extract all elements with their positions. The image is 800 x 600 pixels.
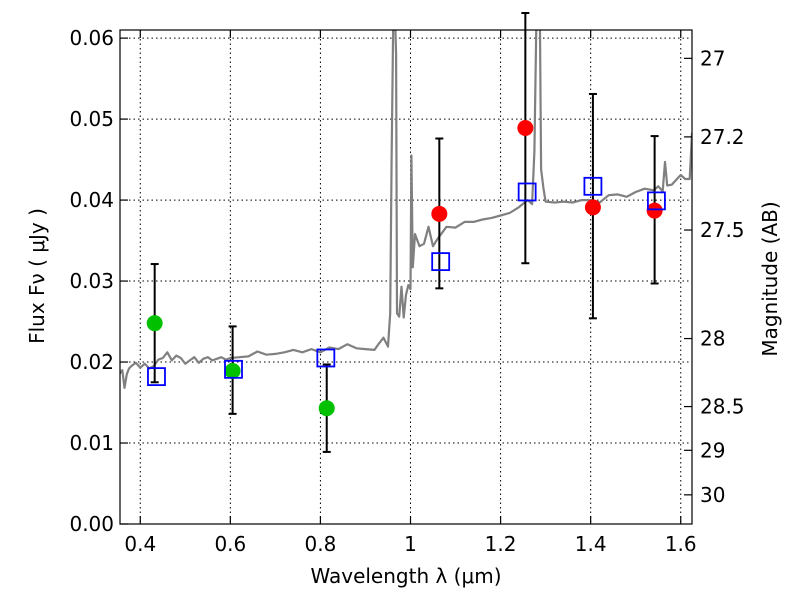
x-tick-label: 0.6 [214, 532, 246, 556]
x-tick-label: 0.4 [124, 532, 156, 556]
x-axis-title: Wavelength λ (μm) [310, 564, 501, 588]
plot-frame [119, 29, 693, 525]
y-tick-label: 0.04 [69, 188, 114, 212]
y2-tick-label: 27.5 [700, 218, 745, 242]
y-tick-label: 0.06 [69, 26, 114, 50]
blue-model-square [431, 252, 451, 272]
red-data-point [517, 119, 534, 136]
spectrum-layer [120, 30, 692, 389]
blue-model-square [224, 359, 243, 379]
y2-tick-label: 30 [700, 483, 725, 507]
y2-axis-title: Magnitude (AB) [758, 201, 782, 356]
x-tick-label: 1 [404, 532, 417, 556]
red-data-point [431, 205, 448, 222]
x-tick-label: 1.4 [575, 532, 607, 556]
y2-tick-label: 28 [700, 327, 725, 351]
y2-tick-label: 27.2 [700, 125, 745, 149]
red-data-point [646, 202, 663, 219]
y-tick-label: 0.00 [69, 512, 114, 536]
y-tick-label: 0.05 [69, 107, 114, 131]
y-tick-label: 0.02 [69, 350, 114, 374]
spectrum-line [120, 30, 692, 389]
y2-tick-label: 28.5 [700, 395, 745, 419]
green-data-point [146, 315, 163, 332]
blue-model-square [647, 191, 666, 211]
y-tick-label: 0.03 [69, 269, 114, 293]
y2-tick-label: 27 [700, 46, 725, 70]
blue-model-square [316, 348, 336, 368]
x-tick-label: 1.6 [665, 532, 697, 556]
y-tick-label: 0.01 [69, 431, 114, 455]
blue-model-square [517, 182, 537, 202]
x-tick-label: 0.8 [305, 532, 337, 556]
x-tick-label: 1.2 [485, 532, 517, 556]
blue-model-square [147, 367, 166, 387]
blue-model-square [583, 176, 603, 196]
green-data-point [224, 362, 241, 379]
y2-tick-label: 29 [700, 438, 725, 462]
y-axis-title: Flux Fν ( μJy ) [25, 208, 49, 344]
green-data-point [318, 400, 335, 417]
red-data-point [584, 199, 601, 216]
marker-layer [146, 119, 666, 417]
tick-labels: 0.4 0.6 0.8 1 1.2 1.4 1.6 0.00 0.01 0.02 0.03 0.04 0… [69, 26, 744, 556]
